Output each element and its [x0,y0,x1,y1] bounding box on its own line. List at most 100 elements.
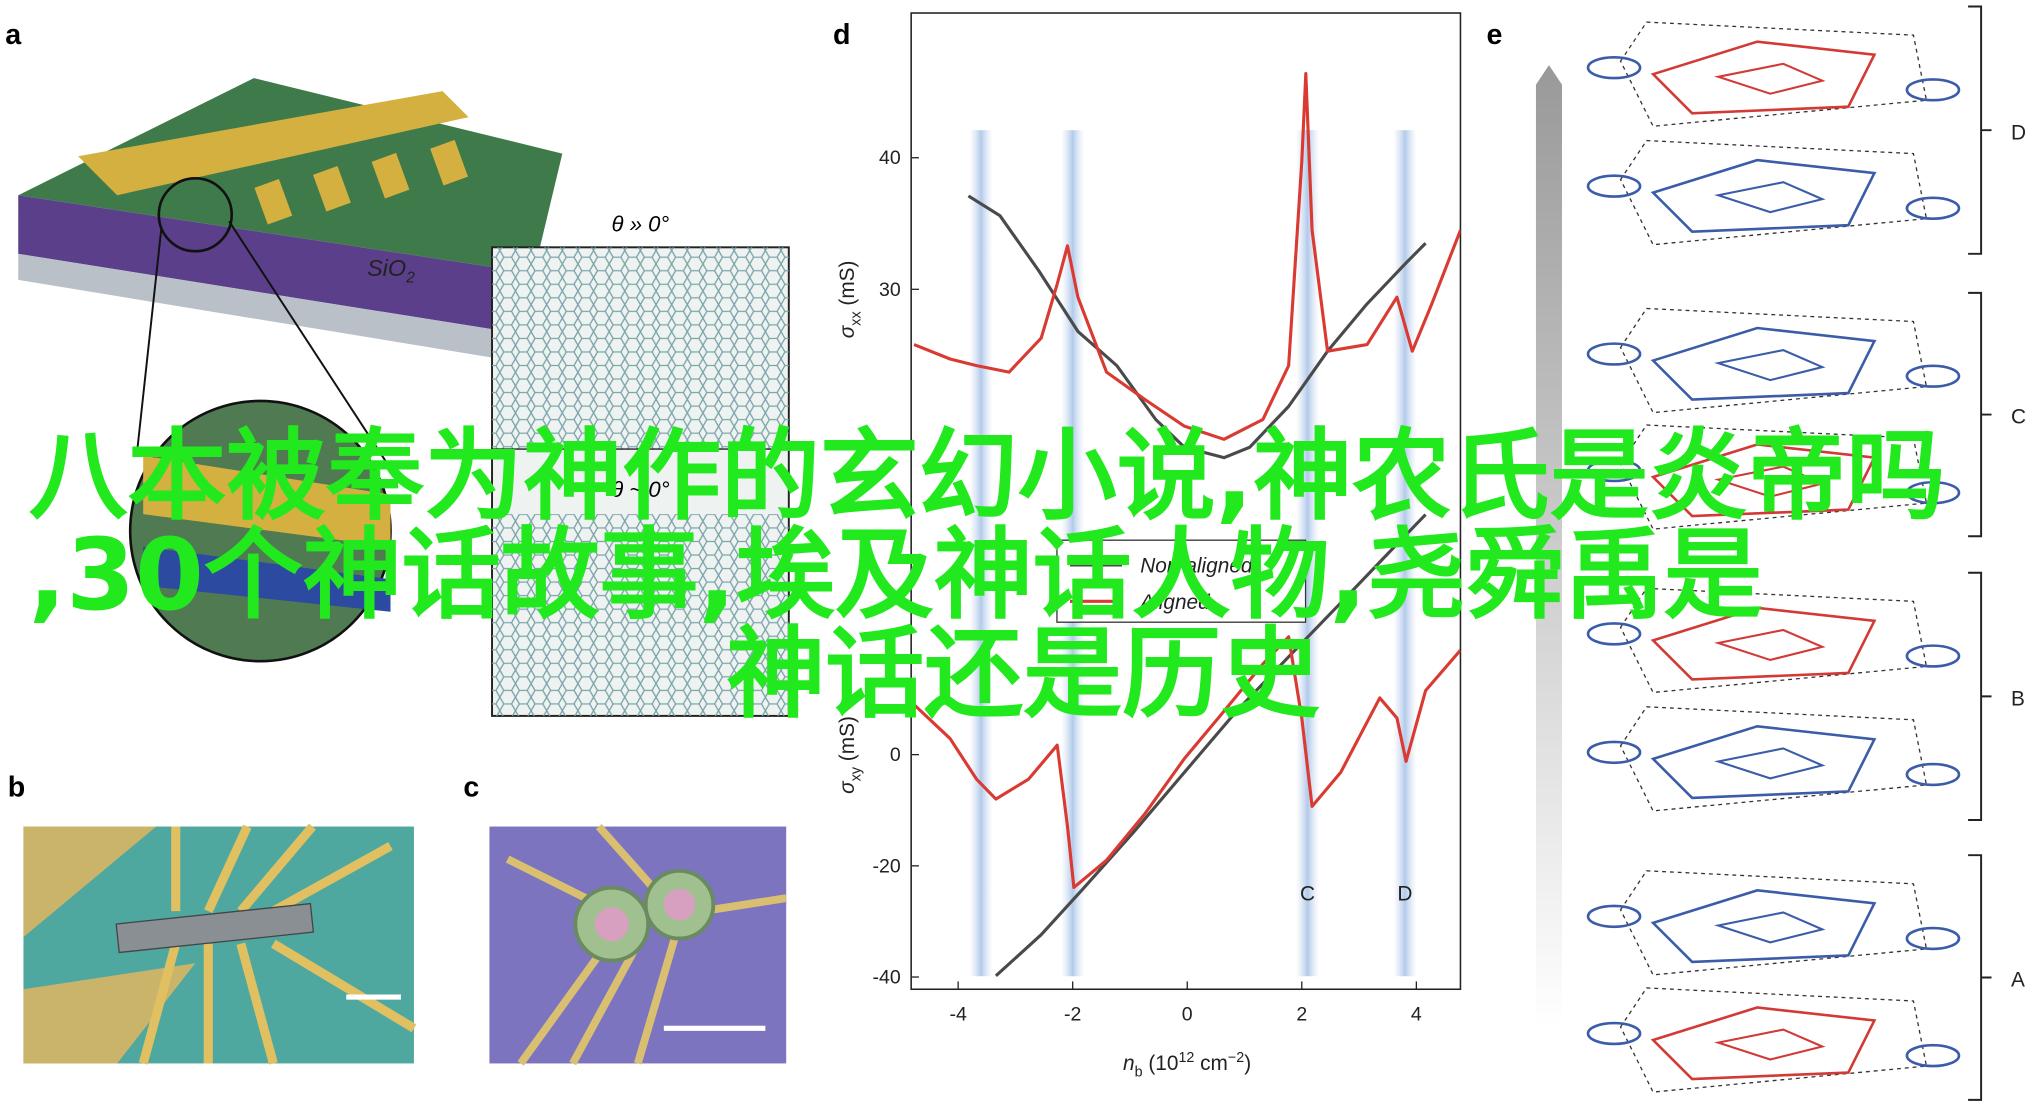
series-line [912,635,1461,890]
overlay: 八本被奉为神作的玄幻小说,神农氏是炎帝吗 ,30个神话故事,埃及神话人物,尧舜禹… [29,419,1946,732]
pocket [1905,926,1961,951]
axis-label-part: (mS) [836,716,859,767]
zoom-line [228,220,392,470]
x-tick-label: 0 [1182,1003,1193,1025]
overlay-line: 八本被奉为神作的玄幻小说,神农氏是炎帝吗 [29,419,1946,534]
substrate-text: SiO [367,255,406,281]
plot-frame [910,12,1462,991]
legend-label: Aligned [1138,591,1211,614]
y2-tick-label: 0 [890,744,901,766]
slab-base [18,253,534,365]
axis-label-part: (10 [1143,1052,1179,1075]
substrate-sub: 2 [405,269,415,286]
contour [1650,40,1877,115]
zoom-line [135,227,163,456]
bracket [1968,291,1992,538]
region [23,963,196,1064]
unit-cell [1619,706,1928,812]
panel-a: a SiO2 θ » 0° θ ~ 0° [5,19,790,717]
y2-tick-label: -40 [873,967,901,989]
contour [1650,724,1877,800]
axis-label-part: xx [848,311,864,325]
panel-label: c [463,772,479,804]
pocket [1586,622,1642,646]
group-label: C [2011,406,2026,429]
pocket [1905,644,1961,668]
highlight-band [969,130,993,977]
pocket [1905,480,1961,505]
unit-cell [1619,139,1928,246]
unit-cell [1619,307,1928,414]
series-line [913,71,1461,441]
axis-label-part: b [1135,1064,1143,1080]
contour [1714,62,1826,95]
x-tick-label: 2 [1296,1003,1307,1025]
contour [1714,349,1826,382]
bracket [1968,5,1992,255]
legend-box [1056,539,1307,623]
panel-label: e [1486,19,1502,51]
contour [1714,911,1826,944]
contour [1650,889,1877,964]
ring-core [594,907,629,942]
contacts [254,139,468,225]
traces [138,823,417,1065]
axis-label-part: (mS) [836,261,859,312]
pocket [1905,78,1961,102]
pocket [1905,196,1961,220]
unit-cell [1619,987,1928,1093]
pocket [1905,1043,1961,1068]
contour [1650,1006,1877,1081]
contour [1650,326,1877,401]
highlight-band [1295,130,1320,977]
contour [1650,606,1877,681]
y-tick-label: 30 [879,279,901,301]
contour [1650,158,1877,234]
group-label: A [2011,969,2025,992]
electrode [78,91,469,196]
annotation: D [1397,883,1412,906]
axis-label: σxx (mS) [836,261,865,339]
substrate-label: SiO2 [367,255,415,287]
axis-label-part: σ [836,324,859,338]
pocket [1905,762,1961,787]
unit-cell [1619,587,1928,694]
zoom-circle [157,177,234,253]
panel-e: e D C B A [1486,5,2026,1101]
unit-cell [1619,21,1928,127]
inset-label: θ » 0° [612,212,670,237]
overlay-line: ,30个神话故事,埃及神话人物,尧舜禹是 [29,518,1763,633]
pocket [1586,342,1642,366]
unit-cell [1619,424,1928,530]
slab-top [18,78,563,274]
axis-label-part: cm [1194,1052,1228,1075]
axis-label-part: 12 [1178,1050,1194,1066]
axis-label-part: n [1123,1052,1135,1075]
slab-oxide [18,195,534,336]
contour [1714,747,1826,780]
y-tick-label: 40 [879,147,901,169]
x-tick-label: -2 [1064,1003,1081,1025]
panel-b: b [8,772,417,1065]
series-group [912,71,1461,977]
zoom-electrode [143,455,391,547]
pocket [1586,1021,1642,1046]
inset-label: θ ~ 0° [611,477,669,502]
device-bar [115,902,315,954]
axis-label-part: ) [1244,1052,1251,1075]
y2-tick-label: -20 [873,855,901,877]
group-label: D [2011,121,2026,144]
axis-label-part: −2 [1228,1050,1244,1066]
group-label: B [2011,687,2025,710]
pocket [1586,740,1642,765]
moire-small [492,514,789,716]
annotation: C [1300,883,1315,906]
pocket [1586,55,1642,80]
series-line [994,513,1427,977]
panel-c: c [463,772,787,1066]
pocket [1905,364,1961,388]
contour [1714,181,1826,214]
